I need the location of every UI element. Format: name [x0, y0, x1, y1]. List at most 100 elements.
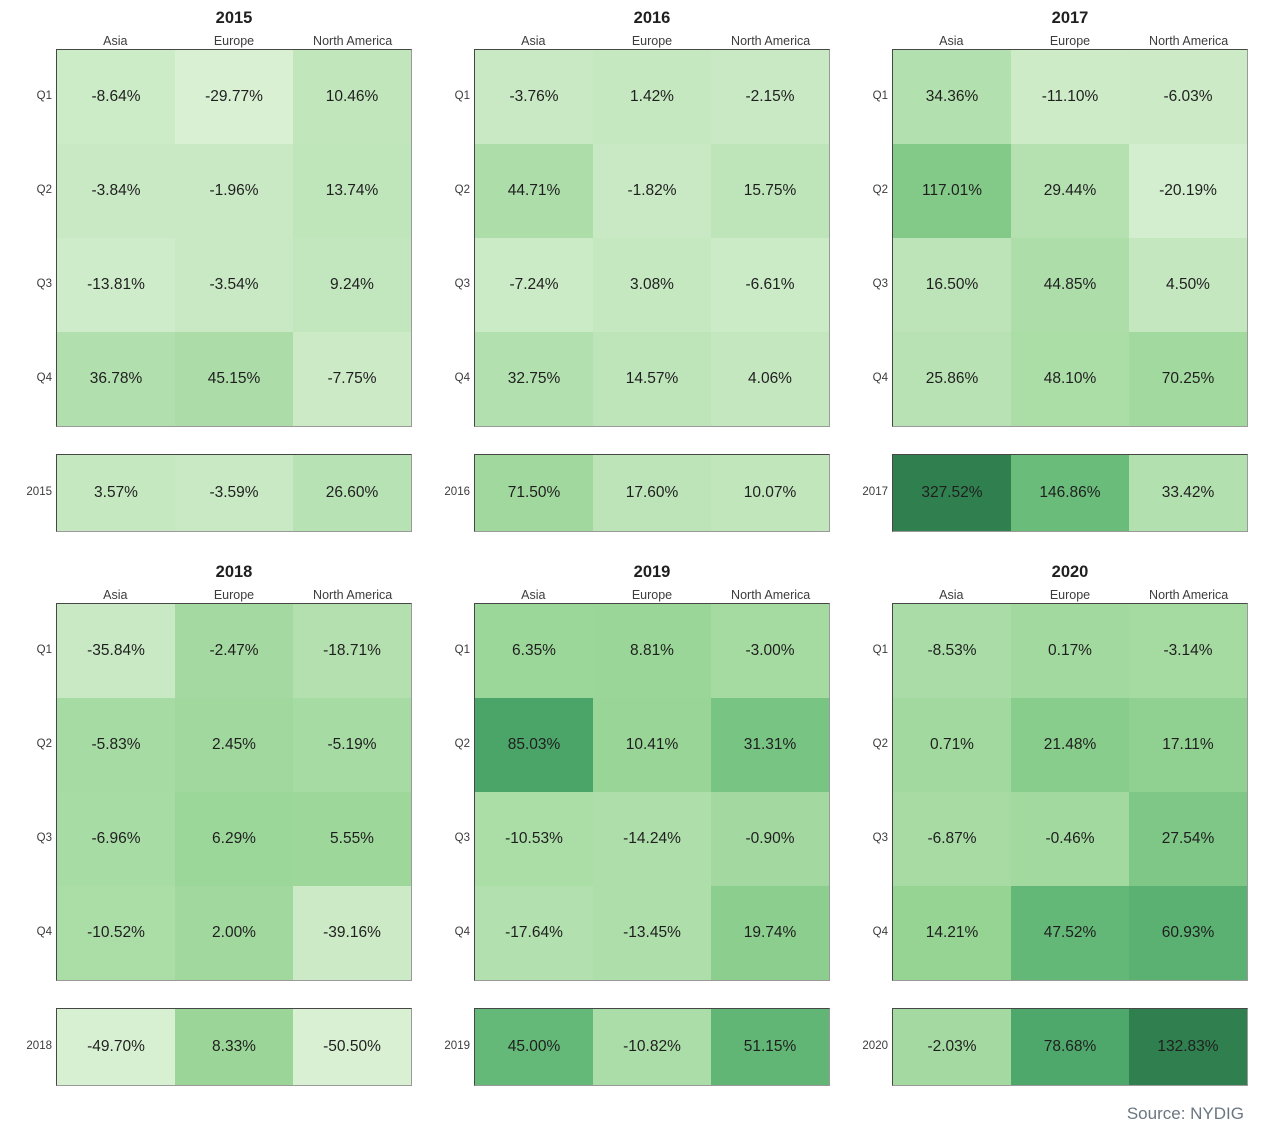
year-block-2020: 2020 Asia Europe North America Q1 Q2 Q3 Q4 -8.53… [854, 562, 1248, 1086]
quarter-label: Q4 [872, 372, 888, 384]
quarter-label: Q3 [872, 278, 888, 290]
year-block-2016: 2016 Asia Europe North America Q1 Q2 Q3 Q4 -3.76… [436, 8, 830, 532]
heatmap-cell: 6.29% [175, 792, 293, 886]
quarter-label: Q2 [872, 184, 888, 196]
heatmap-cell: -6.96% [57, 792, 175, 886]
heatmap-cell: 36.78% [57, 332, 175, 426]
heatmap-cell: 71.50% [475, 455, 593, 531]
heatmap-cell: -3.84% [57, 144, 175, 238]
heatmap-cell: 8.33% [175, 1009, 293, 1085]
heatmap-cell: 60.93% [1129, 886, 1247, 980]
heatmap-cell: 17.11% [1129, 698, 1247, 792]
heatmap-cell: 19.74% [711, 886, 829, 980]
quarter-label: Q2 [454, 738, 470, 750]
heatmap-cell: -1.82% [593, 144, 711, 238]
heatmap-cell: 47.52% [1011, 886, 1129, 980]
heatmap-cell: -6.03% [1129, 50, 1247, 144]
column-header: Europe [1049, 588, 1091, 602]
heatmap-cell: 14.21% [893, 886, 1011, 980]
column-header: Europe [631, 588, 673, 602]
column-header: North America [313, 34, 393, 48]
quarter-label: Q3 [36, 832, 52, 844]
heatmap-cell: 26.60% [293, 455, 411, 531]
year-title: 2017 [1051, 9, 1089, 27]
heatmap-cell: 44.85% [1011, 238, 1129, 332]
quarterly-heatmap: -8.53% 0.17% -3.14% 0.71% 21.48% 17.11% -6.87%… [892, 603, 1248, 981]
quarterly-table: Q1 Q2 Q3 Q4 6.35% 8.81% -3.00% 85.03% 10.41% 31.3… [436, 603, 830, 981]
column-headers: Asia Europe North America [892, 588, 1248, 602]
heatmap-cell: -13.81% [57, 238, 175, 332]
heatmap-cell: -10.82% [593, 1009, 711, 1085]
heatmap-cell: 9.24% [293, 238, 411, 332]
heatmap-cell: -3.54% [175, 238, 293, 332]
quarterly-table: Q1 Q2 Q3 Q4 -8.64% -29.77% 10.46% -3.84% -1.96% 1… [18, 49, 412, 427]
heatmap-cell: 17.60% [593, 455, 711, 531]
year-block-2018: 2018 Asia Europe North America Q1 Q2 Q3 Q4 -35.8… [18, 562, 412, 1086]
heatmap-cell: 85.03% [475, 698, 593, 792]
column-header: Asia [939, 34, 964, 48]
year-grid: 2015 Asia Europe North America Q1 Q2 Q3 Q4 -8.64… [18, 8, 1248, 1086]
yearly-summary: 2018 -49.70% 8.33% -50.50% [18, 1008, 412, 1086]
column-header: North America [731, 588, 811, 602]
heatmap-cell: 78.68% [1011, 1009, 1129, 1085]
heatmap-cell: -3.00% [711, 604, 829, 698]
yearly-summary: 2016 71.50% 17.60% 10.07% [436, 454, 830, 532]
quarter-label: Q1 [36, 90, 52, 102]
heatmap-cell: 21.48% [1011, 698, 1129, 792]
yearly-summary: 2019 45.00% -10.82% 51.15% [436, 1008, 830, 1086]
heatmap-cell: -0.90% [711, 792, 829, 886]
heatmap-cell: 3.08% [593, 238, 711, 332]
heatmap-cell: -20.19% [1129, 144, 1247, 238]
heatmap-cell: -6.87% [893, 792, 1011, 886]
heatmap-cell: 6.35% [475, 604, 593, 698]
heatmap-cell: 1.42% [593, 50, 711, 144]
heatmap-cell: 31.31% [711, 698, 829, 792]
heatmap-cell: 25.86% [893, 332, 1011, 426]
column-headers: Asia Europe North America [56, 588, 412, 602]
column-header: Europe [213, 588, 255, 602]
heatmap-cell: 117.01% [893, 144, 1011, 238]
quarterly-table: Q1 Q2 Q3 Q4 34.36% -11.10% -6.03% 117.01% 29.44%… [854, 49, 1248, 427]
quarter-label: Q1 [36, 644, 52, 656]
heatmap-cell: -2.03% [893, 1009, 1011, 1085]
quarter-label: Q3 [36, 278, 52, 290]
heatmap-cell: 3.57% [57, 455, 175, 531]
heatmap-cell: -11.10% [1011, 50, 1129, 144]
column-header: Asia [103, 588, 128, 602]
yearly-summary: 2020 -2.03% 78.68% 132.83% [854, 1008, 1248, 1086]
year-title: 2020 [1051, 563, 1089, 581]
heatmap-cell: -29.77% [175, 50, 293, 144]
year-label-col: 2016 [436, 454, 474, 532]
year-title: 2016 [633, 9, 671, 27]
year-block-2015: 2015 Asia Europe North America Q1 Q2 Q3 Q4 -8.64… [18, 8, 412, 532]
yearly-heatmap: 45.00% -10.82% 51.15% [474, 1008, 830, 1086]
quarter-label: Q3 [454, 278, 470, 290]
heatmap-cell: -1.96% [175, 144, 293, 238]
yearly-heatmap: 3.57% -3.59% 26.60% [56, 454, 412, 532]
year-label: 2016 [444, 486, 470, 498]
quarter-label: Q3 [454, 832, 470, 844]
heatmap-cell: -7.75% [293, 332, 411, 426]
year-title: 2015 [215, 9, 253, 27]
heatmap-cell: -2.15% [711, 50, 829, 144]
heatmap-cell: 48.10% [1011, 332, 1129, 426]
yearly-summary: 2015 3.57% -3.59% 26.60% [18, 454, 412, 532]
heatmap-cell: -49.70% [57, 1009, 175, 1085]
quarter-label: Q3 [872, 832, 888, 844]
heatmap-cell: 10.41% [593, 698, 711, 792]
heatmap-cell: -18.71% [293, 604, 411, 698]
heatmap-cell: -8.64% [57, 50, 175, 144]
column-headers: Asia Europe North America [56, 34, 412, 48]
quarter-labels: Q1 Q2 Q3 Q4 [436, 49, 474, 427]
heatmap-cell: 29.44% [1011, 144, 1129, 238]
quarterly-table: Q1 Q2 Q3 Q4 -3.76% 1.42% -2.15% 44.71% -1.82% 15.… [436, 49, 830, 427]
heatmap-cell: 10.46% [293, 50, 411, 144]
column-header: Europe [213, 34, 255, 48]
column-header: Asia [103, 34, 128, 48]
yearly-heatmap: 327.52% 146.86% 33.42% [892, 454, 1248, 532]
quarterly-table: Q1 Q2 Q3 Q4 -8.53% 0.17% -3.14% 0.71% 21.48% 17.1… [854, 603, 1248, 981]
heatmap-cell: -7.24% [475, 238, 593, 332]
year-label: 2017 [862, 486, 888, 498]
column-header: Europe [1049, 34, 1091, 48]
heatmap-cell: -50.50% [293, 1009, 411, 1085]
